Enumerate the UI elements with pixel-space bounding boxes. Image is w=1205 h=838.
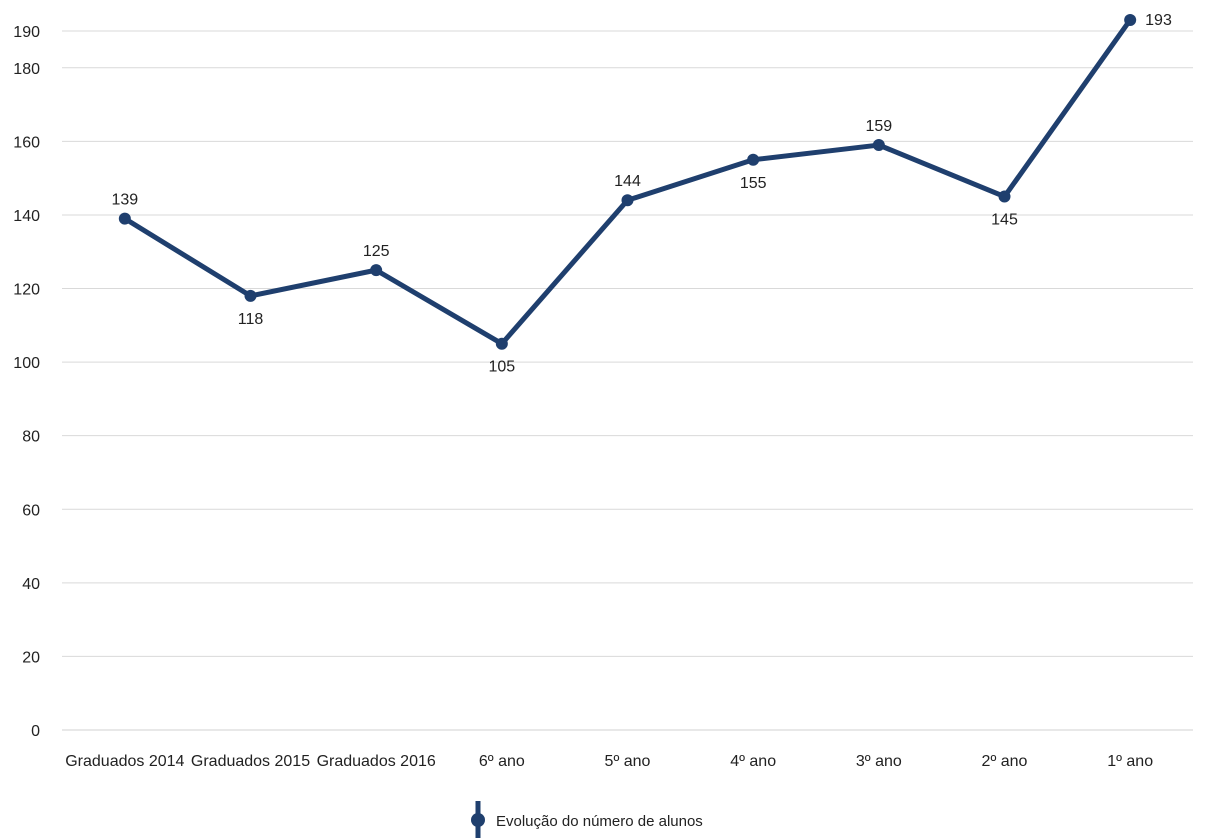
y-tick-label: 140 [13,208,40,225]
x-tick-label: 1º ano [1107,753,1153,770]
gridlines [62,30,1193,731]
x-tick-label: 3º ano [856,753,902,770]
data-point [747,153,760,166]
y-tick-label: 100 [13,355,40,372]
legend: Evolução do número de alunos [471,801,703,838]
series-evolucao [118,13,1137,350]
data-point [621,194,634,207]
data-label: 125 [363,243,390,260]
x-tick-label: 5º ano [605,753,651,770]
y-tick-label: 80 [22,429,40,446]
data-label: 155 [740,175,767,192]
x-tick-label: 2º ano [982,753,1028,770]
data-point [998,190,1011,203]
x-tick-label: Graduados 2015 [191,753,310,770]
y-tick-label: 0 [31,723,40,740]
data-label: 159 [865,118,892,135]
data-label: 145 [991,212,1018,229]
data-point [1124,13,1137,26]
data-point [495,337,508,350]
x-axis-tick-labels: Graduados 2014 Graduados 2015 Graduados 20… [65,753,1153,770]
data-label: 193 [1145,12,1172,29]
data-label: 118 [238,311,264,328]
x-tick-label: Graduados 2016 [317,753,436,770]
data-point [370,264,383,277]
legend-marker-swatch [471,813,485,827]
x-tick-label: 6º ano [479,753,525,770]
data-point [244,289,257,302]
y-tick-label: 60 [22,502,40,519]
x-tick-label: Graduados 2014 [65,753,184,770]
y-tick-label: 180 [13,61,40,78]
y-tick-label: 120 [13,282,40,299]
y-tick-label: 20 [22,649,40,666]
y-tick-label: 160 [13,134,40,151]
y-tick-label: 40 [22,576,40,593]
data-label: 105 [488,359,515,376]
y-tick-label: 190 [13,24,40,41]
y-axis-tick-labels: 0 20 40 60 80 100 120 140 160 180 190 [13,24,40,740]
x-tick-label: 4º ano [730,753,776,770]
data-point [118,212,131,225]
data-label: 144 [614,173,641,190]
legend-label: Evolução do número de alunos [496,813,703,830]
data-point [872,139,885,152]
data-label: 139 [111,192,138,209]
data-labels: 139 118 125 105 144 155 159 145 193 [111,12,1171,376]
